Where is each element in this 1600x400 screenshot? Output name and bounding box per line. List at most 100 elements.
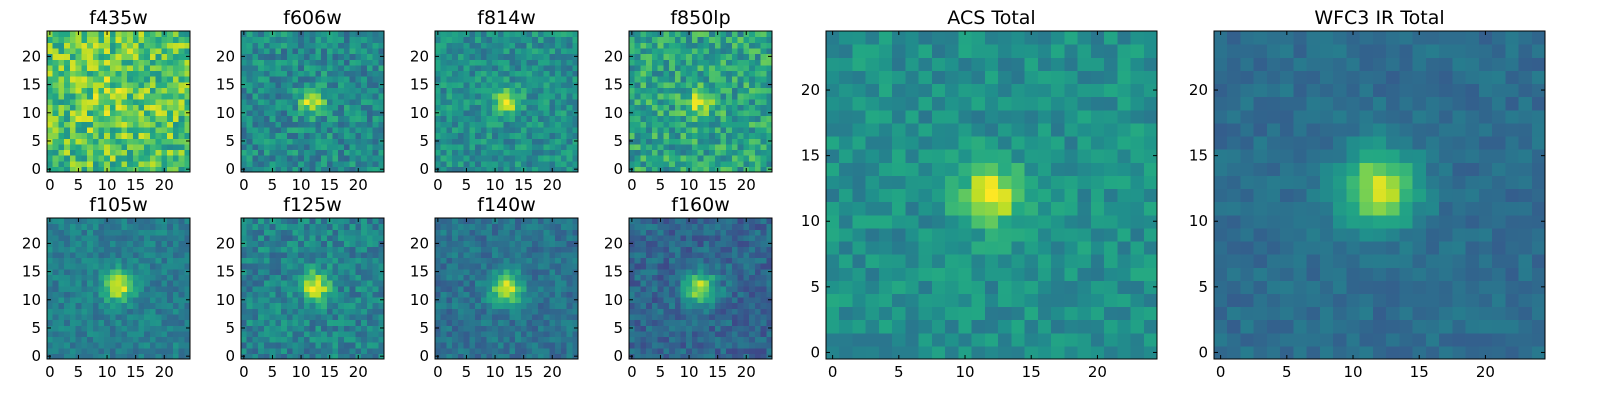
axes-frame <box>46 217 191 360</box>
heatmap-cell <box>321 223 328 230</box>
heatmap-cell <box>184 42 191 49</box>
heatmap-cell <box>75 336 82 343</box>
heatmap-cell <box>663 31 670 38</box>
heatmap-cell <box>326 246 334 253</box>
heatmap-cell <box>657 132 664 139</box>
heatmap-cells-f814w <box>435 31 579 173</box>
y-tick-label: 20 <box>410 234 429 252</box>
heatmap-cell <box>520 87 528 94</box>
heatmap-cell <box>321 313 328 321</box>
heatmap-cell <box>132 81 140 88</box>
heatmap-cell <box>366 70 374 77</box>
heatmap-cell <box>178 64 185 72</box>
heatmap-cell <box>560 64 568 72</box>
heatmap-cell <box>155 285 162 292</box>
heatmap-cell <box>338 218 345 225</box>
heatmap-cell <box>680 296 687 304</box>
heatmap-cell <box>149 308 157 315</box>
heatmap-cell <box>697 353 704 360</box>
heatmap-cell <box>509 330 516 338</box>
heatmap-cell <box>686 138 693 145</box>
heatmap-cell <box>549 257 556 264</box>
heatmap-cell <box>749 109 756 117</box>
heatmap-cell <box>81 246 88 253</box>
heatmap-cell <box>252 53 259 60</box>
heatmap-cell <box>87 36 94 43</box>
heatmap-cell <box>298 115 305 122</box>
heatmap-cell <box>709 274 716 281</box>
heatmap-cell <box>52 330 60 338</box>
heatmap-cell <box>532 263 539 270</box>
heatmap-cell <box>509 109 516 117</box>
heatmap-cell <box>144 87 151 94</box>
heatmap-cell <box>241 143 248 151</box>
heatmap-cell <box>475 257 482 264</box>
heatmap-cell <box>669 302 676 309</box>
heatmap-cell <box>321 53 328 60</box>
heatmap-cell <box>543 218 550 225</box>
heatmap-cell <box>754 353 762 360</box>
heatmap-cell <box>149 70 157 77</box>
heatmap-cell <box>81 285 88 292</box>
heatmap-cell <box>651 319 659 326</box>
heatmap-cell <box>566 53 573 60</box>
heatmap-cell <box>680 76 687 83</box>
heatmap-cell <box>149 59 157 66</box>
heatmap-cell <box>87 149 94 156</box>
heatmap-cell <box>275 325 282 332</box>
heatmap-cell <box>560 104 568 111</box>
heatmap-cell <box>709 87 716 94</box>
heatmap-cell <box>475 115 482 122</box>
heatmap-cell <box>691 87 699 94</box>
heatmap-cell <box>184 104 191 111</box>
heatmap-cell <box>172 47 180 55</box>
heatmap-cell <box>184 342 191 349</box>
heatmap-cell <box>737 308 744 315</box>
heatmap-cell <box>503 155 510 162</box>
heatmap-cell <box>532 302 539 309</box>
heatmap-cell <box>138 347 145 354</box>
heatmap-cell <box>497 285 505 292</box>
heatmap-cell <box>109 138 117 145</box>
heatmap-cell <box>743 53 750 60</box>
heatmap-cell <box>731 274 739 281</box>
heatmap-cell <box>98 42 105 49</box>
heatmap-cell <box>726 319 733 326</box>
heatmap-cell <box>543 160 550 167</box>
heatmap-cell <box>634 87 642 94</box>
heatmap-cell <box>435 263 442 270</box>
heatmap-cell <box>309 280 316 287</box>
heatmap-cell <box>372 81 379 88</box>
heatmap-cell <box>138 229 145 236</box>
heatmap-cell <box>178 308 185 315</box>
heatmap-cell <box>149 115 157 122</box>
heatmap-cell <box>651 53 659 60</box>
heatmap-cell <box>714 109 722 117</box>
heatmap-cell <box>184 251 191 259</box>
heatmap-cell <box>651 31 659 38</box>
heatmap-cell <box>281 353 288 360</box>
heatmap-cell <box>680 126 687 134</box>
heatmap-cell <box>640 347 647 354</box>
heatmap-cell <box>726 76 733 83</box>
heatmap-cell <box>572 313 579 321</box>
heatmap-cell <box>720 149 727 156</box>
heatmap-cell <box>104 143 111 151</box>
heatmap-cell <box>178 336 185 343</box>
heatmap-cell <box>503 166 510 173</box>
heatmap-cell <box>452 263 459 270</box>
heatmap-cell <box>463 319 470 326</box>
heatmap-cell <box>87 143 94 151</box>
heatmap-cell <box>543 257 550 264</box>
heatmap-cell <box>115 64 122 72</box>
heatmap-cell <box>132 347 140 354</box>
heatmap-cell <box>178 223 185 230</box>
heatmap-cell <box>503 76 510 83</box>
heatmap-cell <box>543 347 550 354</box>
heatmap-cell <box>566 64 573 72</box>
heatmap-cell <box>69 109 77 117</box>
heatmap-cell <box>115 31 122 38</box>
heatmap-cell <box>121 342 128 349</box>
heatmap-cell <box>355 246 362 253</box>
heatmap-cell <box>446 274 453 281</box>
